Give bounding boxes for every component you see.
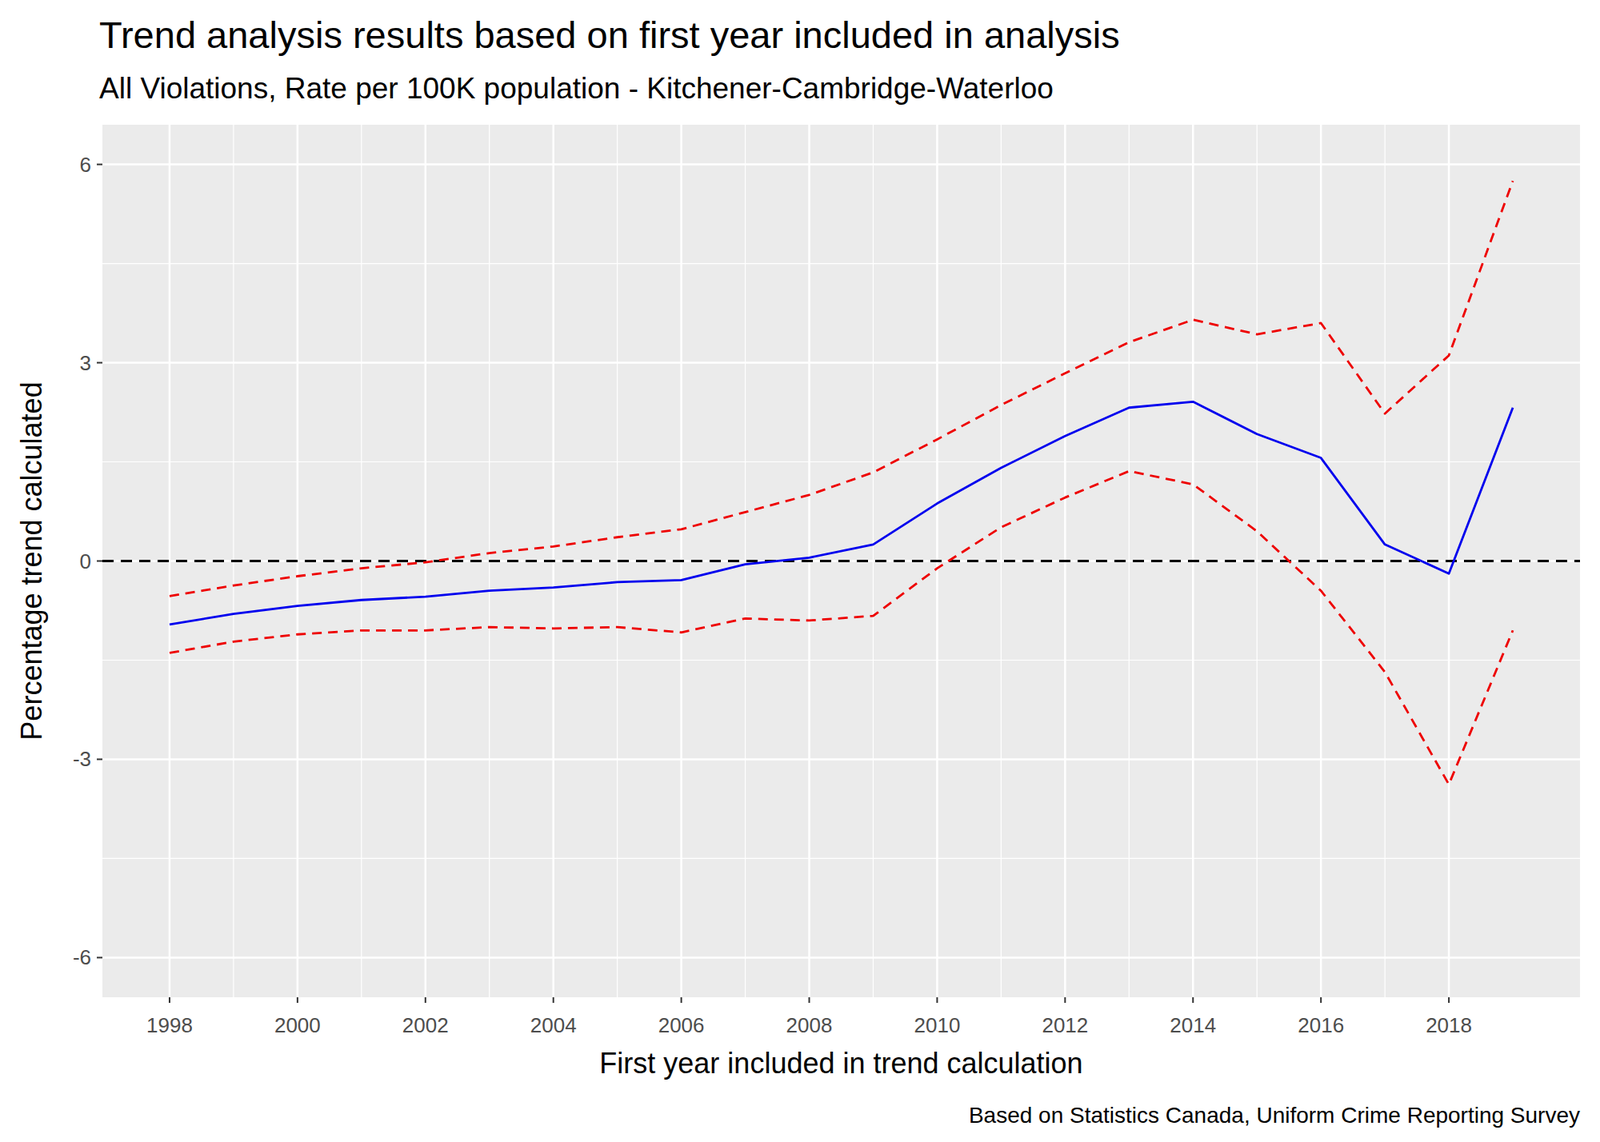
- grid-line: [102, 560, 1580, 563]
- tick: [936, 997, 938, 1004]
- tick-label: -6: [72, 945, 92, 970]
- tick: [552, 997, 555, 1004]
- minor-grid: [102, 461, 1580, 463]
- tick-label: 0: [80, 549, 92, 574]
- background: [0, 0, 1600, 1142]
- minor-grid: [102, 660, 1580, 661]
- grid: [102, 124, 1580, 998]
- tick: [808, 997, 811, 1004]
- tick: [680, 997, 683, 1004]
- grid-line: [102, 956, 1580, 960]
- tick: [1064, 997, 1066, 1004]
- tick-label: 2004: [530, 1013, 577, 1038]
- tick: [1448, 997, 1450, 1004]
- axes: 1998 2000 2002 2004 2006 2008 2010 2012 2014 2016…: [72, 152, 1472, 1038]
- subtitle: All Violations, Rate per 100K population…: [99, 72, 1054, 105]
- tick-label: 2000: [274, 1013, 321, 1038]
- tick: [96, 758, 103, 760]
- tick-label: 1998: [146, 1013, 193, 1038]
- tick: [96, 164, 103, 166]
- data: [102, 180, 1580, 785]
- tick: [296, 997, 299, 1004]
- caption: Based on Statistics Canada, Uniform Crim…: [968, 1103, 1580, 1128]
- tick: [96, 560, 103, 563]
- grid-line: [102, 361, 1580, 364]
- minor-grid: [102, 858, 1580, 860]
- series-line: [169, 180, 1513, 596]
- series-line: [169, 471, 1513, 785]
- tick: [96, 362, 103, 364]
- tick: [1320, 997, 1322, 1004]
- series-line: [169, 401, 1513, 625]
- tick: [424, 997, 427, 1004]
- tick-label: 2014: [1169, 1013, 1216, 1038]
- title: Trend analysis results based on first ye…: [99, 13, 1120, 56]
- tick-label: 6: [80, 152, 92, 177]
- tick-label: 2008: [786, 1013, 833, 1038]
- tick-label: 2012: [1041, 1013, 1088, 1038]
- reference-line: [102, 560, 1580, 563]
- tick: [1192, 997, 1194, 1004]
- tick-label: -3: [72, 747, 92, 772]
- grid-line: [102, 758, 1580, 761]
- tick-label: 2018: [1425, 1013, 1472, 1038]
- tick-label: 3: [80, 351, 92, 376]
- tick-label: 2010: [914, 1013, 961, 1038]
- y-axis-title: Percentage trend calculated: [15, 381, 48, 740]
- minor-grid: [102, 263, 1580, 264]
- x-axis-title: First year included in trend calculation: [599, 1047, 1083, 1080]
- tick-label: 2002: [402, 1013, 449, 1038]
- tick: [168, 997, 171, 1004]
- tick: [96, 956, 103, 959]
- plot-panel: [102, 124, 1580, 998]
- grid-line: [102, 163, 1580, 166]
- chart: 1998 2000 2002 2004 2006 2008 2010 2012 2014 2016…: [0, 0, 1600, 1142]
- tick-label: 2016: [1297, 1013, 1344, 1038]
- tick-label: 2006: [658, 1013, 705, 1038]
